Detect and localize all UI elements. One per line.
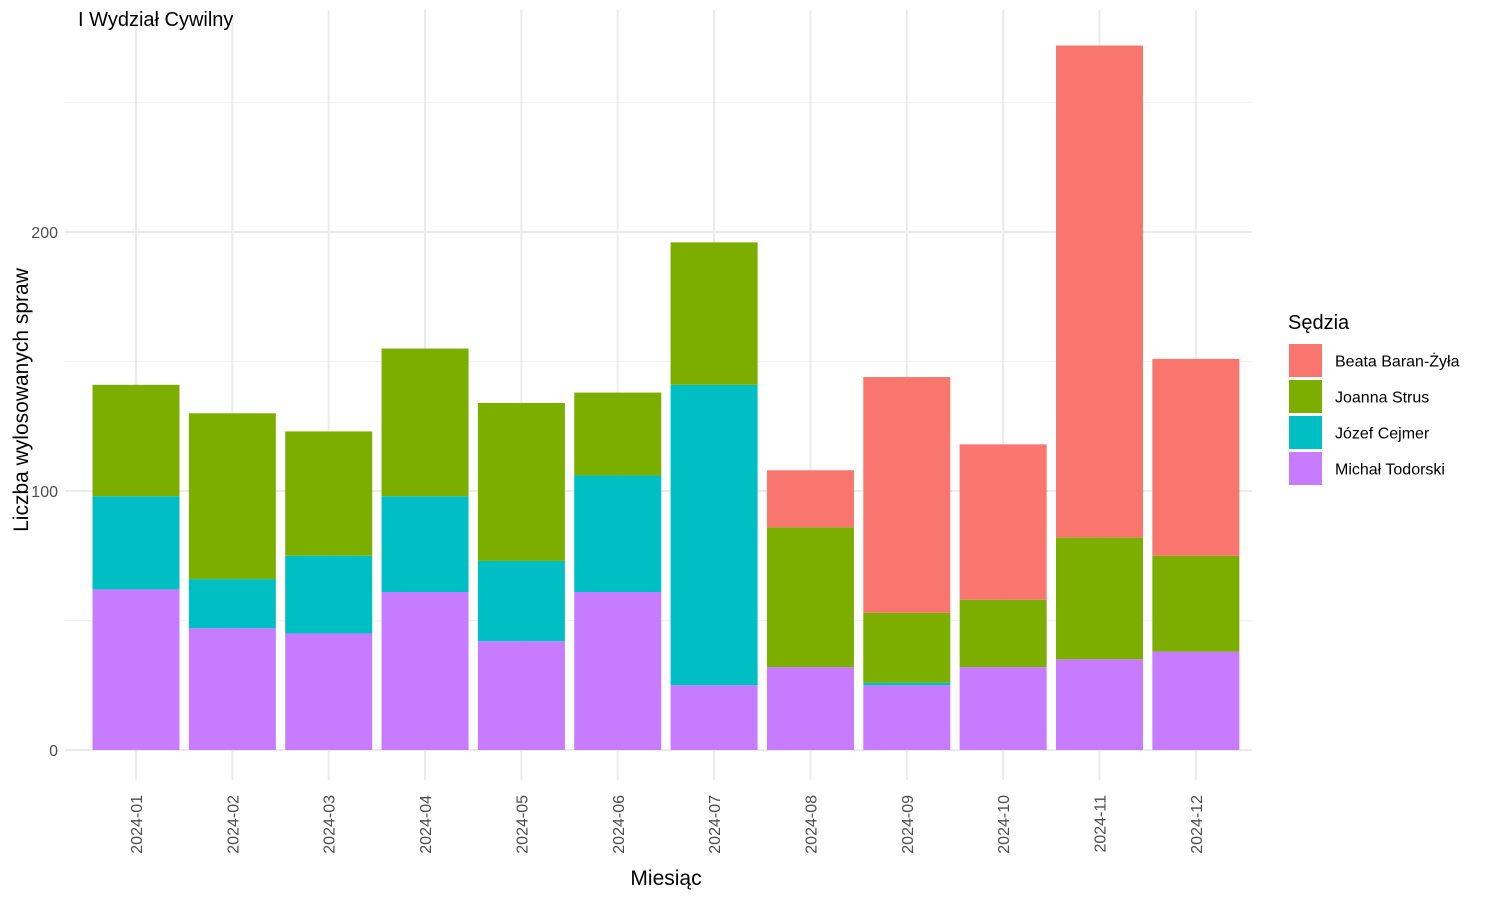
bar-segment	[670, 384, 758, 686]
legend-key	[1289, 344, 1322, 377]
bar-segment	[766, 667, 854, 750]
y-axis-title: Liczba wylosowanych spraw	[10, 267, 33, 532]
bar-segment	[285, 633, 373, 750]
bar-segment	[574, 475, 662, 593]
bar-segment	[574, 392, 662, 476]
bar-segment	[1152, 651, 1240, 750]
bar-segment	[477, 560, 565, 642]
bar-segment	[574, 592, 662, 750]
bar-segment	[92, 589, 180, 750]
y-tick-label: 100	[31, 484, 58, 501]
bar-segment	[477, 402, 565, 561]
x-tick-label: 2024-05	[514, 795, 531, 854]
x-tick-label: 2024-12	[1189, 795, 1206, 854]
bar-segment	[381, 348, 469, 497]
bar-segment	[381, 496, 469, 593]
legend-key	[1289, 452, 1322, 485]
x-tick-label: 2024-02	[225, 795, 242, 854]
bar-segment	[92, 496, 180, 590]
bar-segment	[188, 579, 276, 629]
x-axis-title: Miesiąc	[630, 867, 701, 890]
bar-segment	[92, 384, 180, 497]
legend-title: Sędzia	[1288, 312, 1350, 334]
bar-segment	[863, 612, 951, 683]
bars	[92, 45, 1240, 750]
x-tick-label: 2024-11	[1093, 795, 1110, 853]
bar-segment	[863, 377, 951, 613]
x-tick-label: 2024-01	[129, 795, 146, 854]
bar-segment	[1152, 358, 1240, 556]
bar-segment	[959, 667, 1047, 750]
axes: 0 100 200 2024-01 2024-02 2024-03 2024-04 2024-…	[31, 225, 1206, 854]
y-tick-label: 0	[49, 743, 58, 760]
bar-segment	[285, 555, 373, 634]
x-tick-label: 2024-06	[611, 795, 628, 854]
bar-segment	[766, 470, 854, 528]
legend-label: Beata Baran-Żyła	[1335, 352, 1460, 371]
x-tick-label: 2024-04	[418, 795, 435, 854]
x-tick-label: 2024-10	[996, 795, 1013, 854]
bar-segment	[1152, 555, 1240, 652]
bar-segment	[188, 413, 276, 580]
legend-label: Józef Cejmer	[1335, 426, 1430, 443]
x-tick-label: 2024-09	[900, 795, 917, 854]
bar-segment	[766, 527, 854, 668]
bar-segment	[863, 685, 951, 750]
bar-segment	[959, 444, 1047, 600]
bar-segment	[1056, 537, 1143, 660]
legend-label: Michał Todorski	[1335, 462, 1445, 479]
x-tick-label: 2024-07	[707, 795, 724, 854]
bar-segment	[1056, 45, 1143, 538]
bar-segment	[1056, 659, 1143, 750]
legend: Beata Baran-Żyła Joanna Strus Józef Cejmer…	[1289, 344, 1460, 485]
bar-segment	[670, 242, 758, 385]
bar-segment	[670, 685, 758, 750]
x-tick-label: 2024-08	[803, 795, 820, 854]
x-tick-label: 2024-03	[322, 795, 339, 854]
y-tick-label: 200	[31, 225, 58, 242]
bar-segment	[285, 431, 373, 556]
bar-segment	[381, 592, 469, 750]
legend-key	[1289, 416, 1322, 449]
bar-segment	[477, 641, 565, 750]
legend-label: Joanna Strus	[1335, 390, 1429, 407]
chart-title: I Wydział Cywilny	[78, 9, 233, 31]
bar-segment	[959, 599, 1047, 668]
bar-segment	[188, 628, 276, 750]
bar-segment	[863, 682, 951, 686]
legend-key	[1289, 380, 1322, 413]
